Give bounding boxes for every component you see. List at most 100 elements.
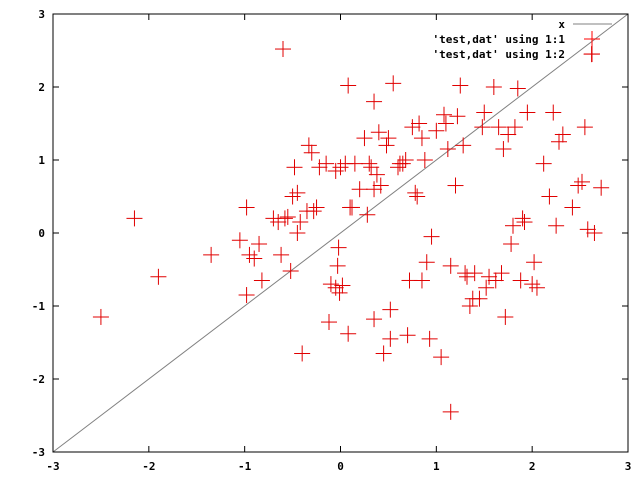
data-point bbox=[570, 177, 587, 194]
data-point bbox=[340, 77, 357, 94]
data-point bbox=[126, 210, 143, 227]
data-point bbox=[449, 108, 466, 125]
data-point bbox=[423, 228, 440, 245]
data-point bbox=[576, 119, 593, 136]
data-point bbox=[436, 106, 452, 123]
data-point bbox=[447, 177, 464, 194]
data-point bbox=[308, 199, 325, 216]
data-point bbox=[421, 330, 438, 347]
data-point bbox=[289, 225, 306, 241]
data-point bbox=[372, 177, 389, 194]
data-point bbox=[284, 188, 301, 205]
data-point bbox=[397, 152, 414, 168]
data-point bbox=[275, 41, 291, 58]
data-point bbox=[380, 130, 397, 147]
y-tick-label: 2 bbox=[38, 81, 45, 94]
data-point bbox=[361, 155, 378, 172]
data-point bbox=[564, 199, 581, 216]
data-point bbox=[382, 330, 399, 347]
x-tick-label: -3 bbox=[46, 460, 59, 473]
data-point bbox=[231, 232, 248, 249]
data-point bbox=[289, 184, 306, 201]
legend: x 'test,dat' using 1:1 'test,dat' using 1:… bbox=[433, 18, 612, 62]
y-tick-label: 0 bbox=[38, 227, 45, 240]
y-tick-label: -1 bbox=[32, 300, 46, 313]
data-point bbox=[586, 225, 603, 241]
data-point bbox=[548, 217, 565, 234]
data-point bbox=[273, 246, 290, 263]
data-point bbox=[433, 349, 450, 366]
data-point bbox=[411, 115, 428, 132]
data-point bbox=[300, 137, 317, 154]
data-point bbox=[344, 199, 360, 216]
data-point bbox=[526, 254, 543, 271]
data-point bbox=[368, 166, 385, 183]
data-point bbox=[286, 159, 303, 176]
data-point bbox=[375, 345, 392, 362]
data-point bbox=[593, 179, 610, 196]
data-point bbox=[506, 119, 523, 136]
data-point bbox=[390, 159, 406, 176]
data-point bbox=[514, 210, 531, 227]
data-point bbox=[241, 246, 258, 263]
data-point bbox=[276, 210, 293, 227]
data-point bbox=[322, 276, 339, 293]
data-point bbox=[150, 268, 167, 285]
legend-label: 'test,dat' using 1:1 bbox=[433, 33, 566, 46]
data-point bbox=[330, 239, 347, 256]
data-point bbox=[311, 159, 328, 176]
data-point bbox=[394, 155, 411, 172]
data-point bbox=[439, 141, 456, 158]
data-point bbox=[332, 159, 349, 176]
data-point bbox=[418, 254, 435, 271]
data-point bbox=[503, 235, 520, 252]
data-point bbox=[246, 250, 263, 267]
data-point bbox=[382, 301, 399, 318]
legend-sample-marker bbox=[584, 31, 600, 47]
data-point bbox=[327, 162, 344, 179]
data-point bbox=[270, 214, 287, 231]
data-point bbox=[509, 80, 526, 97]
data-point bbox=[92, 308, 109, 325]
data-point bbox=[340, 325, 357, 342]
diagonal-line-layer bbox=[52, 13, 629, 453]
data-point bbox=[452, 77, 469, 94]
y-tick-label: 3 bbox=[38, 8, 45, 21]
data-point bbox=[528, 279, 545, 296]
data-point bbox=[554, 126, 571, 143]
data-point bbox=[455, 137, 472, 154]
data-point bbox=[476, 104, 493, 121]
data-point bbox=[574, 173, 590, 190]
axis-ticks-layer: -3 -2 -1 0 1 2 3 -3 -2 -1 0 1 2 3 bbox=[32, 8, 632, 473]
x-tick-label: -2 bbox=[142, 460, 155, 473]
data-point bbox=[366, 181, 383, 198]
data-point bbox=[497, 308, 514, 325]
data-point bbox=[541, 188, 558, 205]
data-point bbox=[399, 327, 416, 344]
data-point bbox=[493, 265, 510, 282]
data-point bbox=[442, 257, 459, 274]
data-point bbox=[329, 257, 346, 274]
data-point bbox=[519, 104, 536, 121]
x-tick-label: 3 bbox=[625, 460, 632, 473]
data-point bbox=[409, 188, 426, 205]
data-point bbox=[356, 130, 373, 147]
data-point bbox=[321, 314, 337, 331]
x-tick-label: -1 bbox=[238, 460, 252, 473]
data-point bbox=[442, 403, 459, 420]
data-point bbox=[535, 155, 552, 172]
data-point bbox=[238, 199, 255, 216]
x-tick-label: 2 bbox=[529, 460, 536, 473]
data-point bbox=[407, 184, 424, 201]
y-tick-label: 1 bbox=[38, 154, 45, 167]
data-point bbox=[279, 208, 296, 225]
legend-label: 'test,dat' using 1:2 bbox=[433, 48, 565, 61]
data-point bbox=[282, 262, 299, 279]
data-point bbox=[366, 311, 383, 328]
x-tick-label: 1 bbox=[433, 460, 440, 473]
data-point bbox=[351, 181, 368, 198]
data-point bbox=[461, 298, 478, 314]
data-point bbox=[459, 268, 475, 285]
data-point bbox=[490, 119, 507, 136]
